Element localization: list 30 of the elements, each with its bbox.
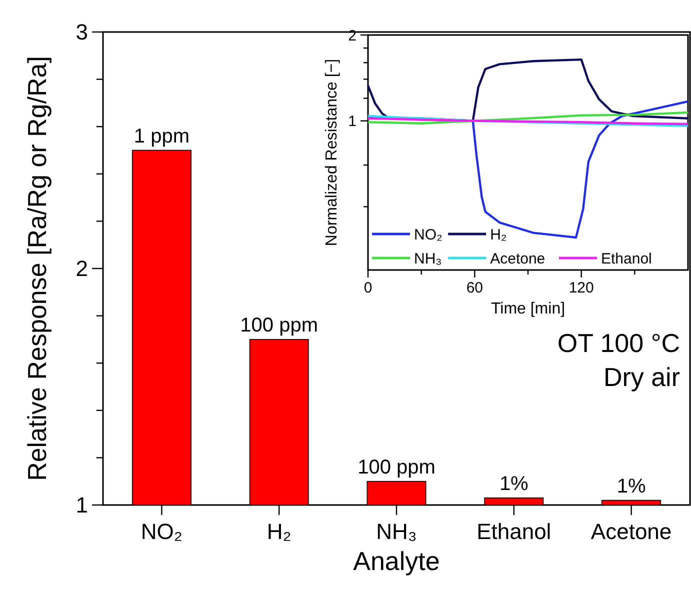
annotation: 100 ppm (358, 456, 436, 478)
y-axis-title: Normalized Resistance [−] (324, 58, 340, 246)
annotation: Dry air (603, 362, 680, 392)
x-tick-label: NO₂ (140, 519, 182, 544)
y-tick-label: 2 (76, 256, 88, 282)
annotation: OT 100 °C (557, 328, 680, 358)
annotation: 1 ppm (134, 125, 190, 148)
legend-label: NO₂ (414, 226, 442, 244)
annotation: 100 ppm (240, 314, 318, 336)
x-tick-label: 60 (466, 280, 484, 296)
annotation: 1% (499, 472, 529, 495)
x-tick-label: Acetone (590, 519, 672, 544)
x-tick-label: Ethanol (476, 519, 552, 544)
legend-label: H₂ (490, 226, 507, 244)
y-axis-title: Relative Response [Ra/Rg or Rg/Ra] (22, 56, 52, 481)
line-series (366, 111, 690, 124)
y-tick-label: 1 (76, 492, 88, 518)
legend-label: NH₃ (414, 250, 442, 268)
legend-label: Acetone (490, 250, 546, 268)
x-tick-label: H₂ (266, 519, 292, 544)
x-tick-label: 120 (568, 280, 594, 296)
line-series (366, 114, 690, 128)
x-axis-title: Analyte (353, 546, 440, 576)
legend-label: Ethanol (601, 250, 652, 268)
x-tick-label: NH₃ (376, 519, 417, 544)
x-axis-title: Time [min] (490, 300, 566, 318)
y-tick-label: 3 (76, 20, 88, 45)
annotation: 1% (616, 475, 646, 498)
y-tick-label: 1 (348, 113, 356, 130)
x-tick-label: 0 (364, 280, 372, 296)
